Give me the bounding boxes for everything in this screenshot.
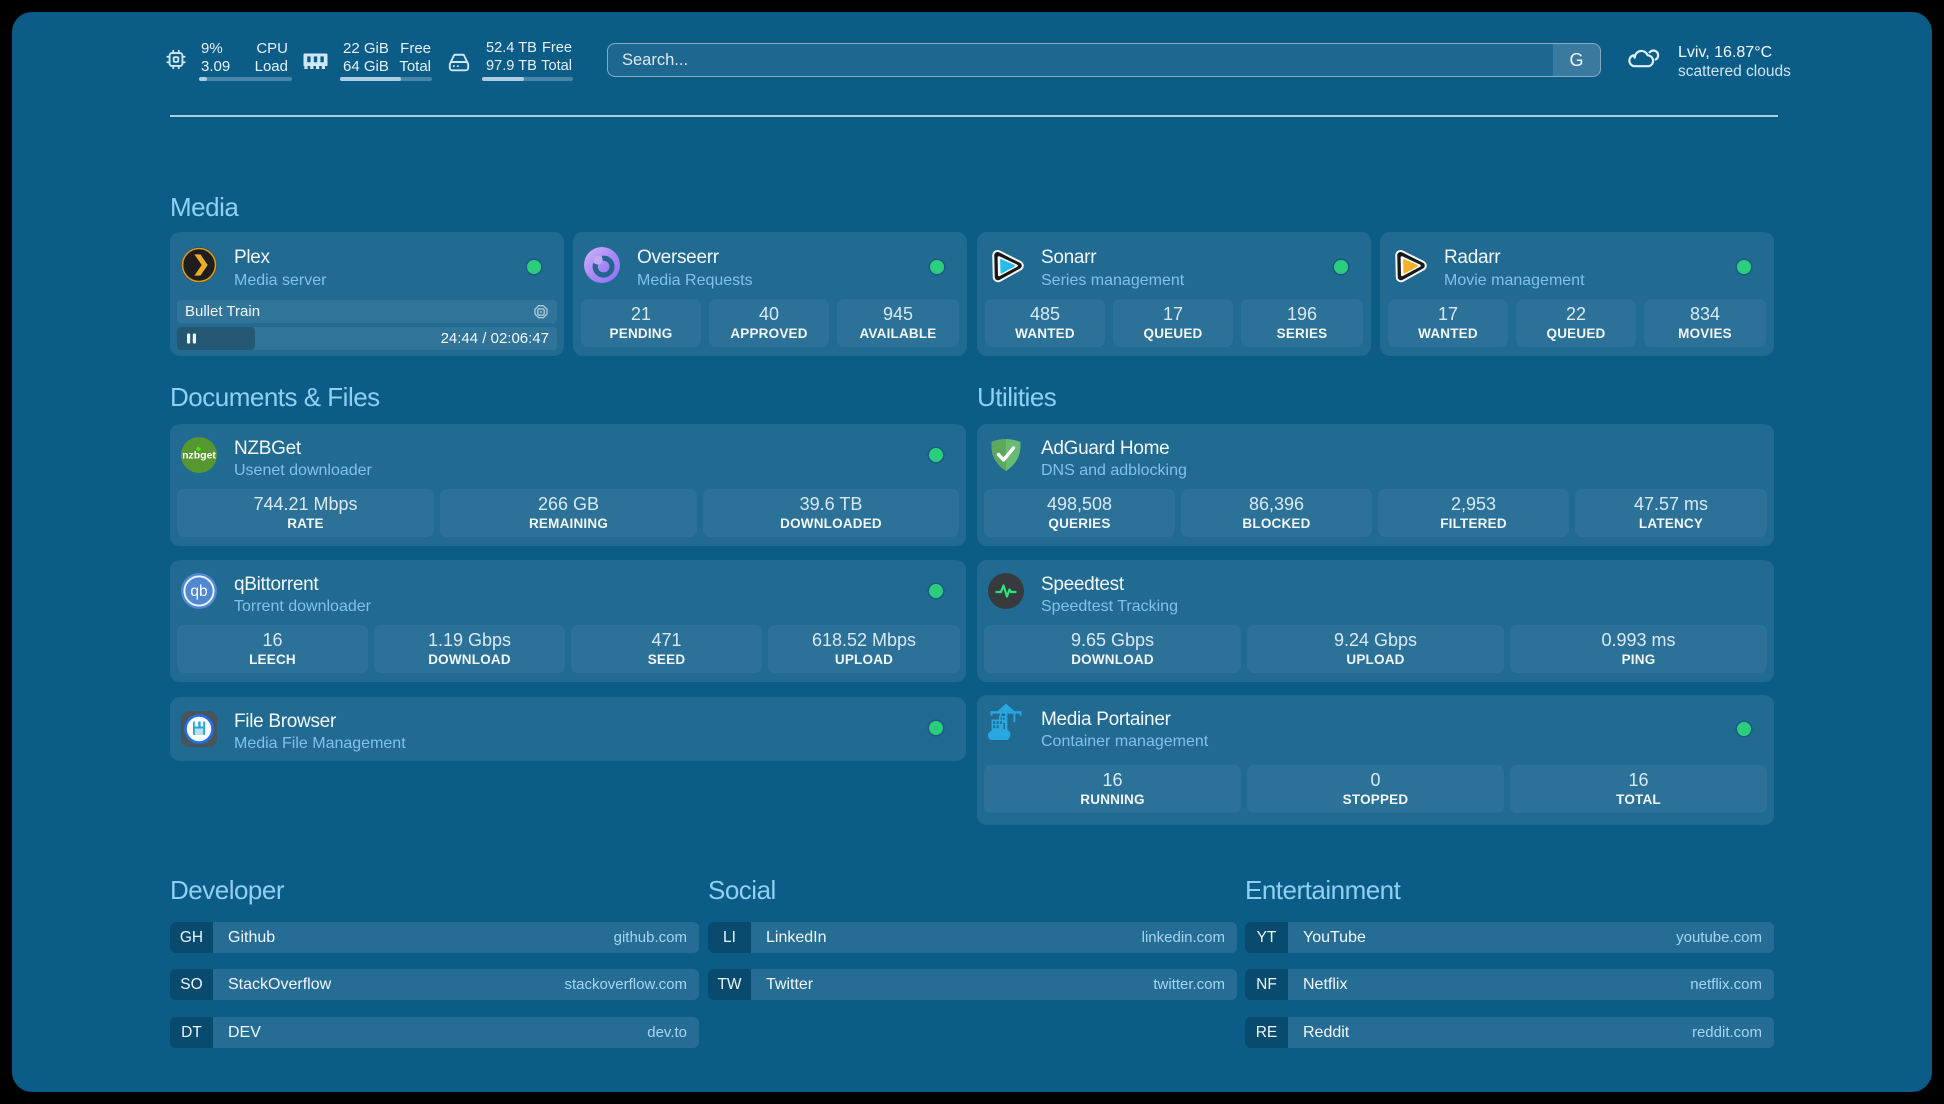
- svg-text:qb: qb: [190, 583, 207, 600]
- svg-text:nzbget: nzbget: [182, 450, 216, 462]
